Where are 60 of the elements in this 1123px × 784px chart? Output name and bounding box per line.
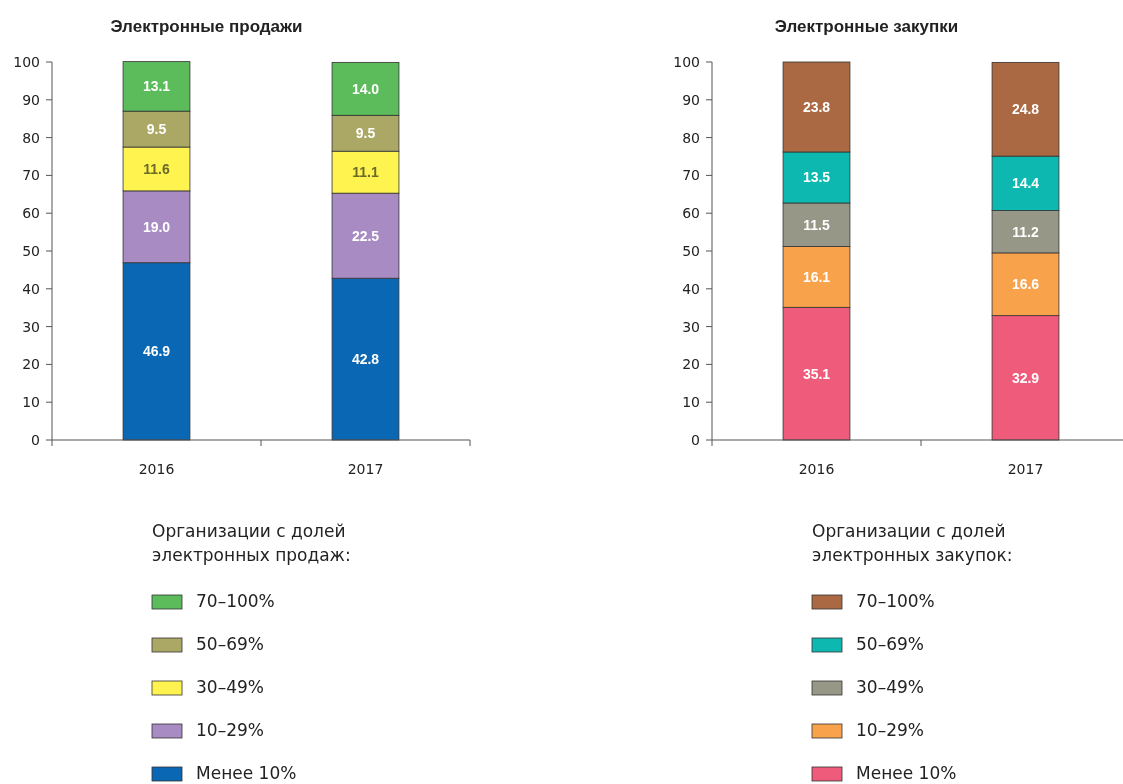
chart-title: Электронные закупки <box>774 17 959 36</box>
y-tick-label: 50 <box>682 242 700 259</box>
y-tick-label: 80 <box>22 129 40 146</box>
y-tick-label: 10 <box>22 394 40 411</box>
data-label: 11.1 <box>352 164 379 181</box>
data-label: 13.1 <box>142 78 171 95</box>
x-tick-label: 2017 <box>1007 461 1044 477</box>
y-tick-label: 40 <box>22 280 40 297</box>
data-label: 9.5 <box>146 121 167 137</box>
y-tick-label: 0 <box>691 431 700 448</box>
legend-label: 10–29% <box>856 720 924 740</box>
data-label: 35.1 <box>802 365 831 382</box>
y-tick-label: 40 <box>682 280 700 297</box>
y-tick-label: 10 <box>682 394 700 411</box>
data-label: 11.2 <box>1012 223 1039 240</box>
y-tick-label: 90 <box>682 91 700 108</box>
x-tick-label: 2016 <box>798 461 835 477</box>
data-label: 14.4 <box>1011 175 1040 192</box>
data-label: 24.8 <box>1011 101 1040 118</box>
y-tick-label: 60 <box>682 205 700 222</box>
legend-title: Организации с долей электронных закупок: <box>812 521 1013 565</box>
legend-label: 70–100% <box>196 591 275 611</box>
y-tick-label: 0 <box>31 431 40 448</box>
chart-title: Электронные продажи <box>110 17 303 36</box>
y-tick-label: 50 <box>22 242 40 259</box>
data-label: 22.5 <box>351 227 380 244</box>
legend-title: Организации с долей электронных продаж: <box>152 521 351 565</box>
data-label: 11.6 <box>143 160 170 177</box>
legend-label: Менее 10% <box>196 763 297 783</box>
y-tick-label: 90 <box>22 91 40 108</box>
legend-label: 30–49% <box>196 677 264 697</box>
data-label: 16.1 <box>802 268 831 285</box>
data-label: 11.5 <box>803 216 830 233</box>
y-tick-label: 30 <box>682 318 700 335</box>
data-label: 14.0 <box>351 80 380 97</box>
x-tick-label: 2016 <box>138 461 175 477</box>
legend-label: 10–29% <box>196 720 264 740</box>
legend-label: Менее 10% <box>856 763 957 783</box>
data-label: 19.0 <box>142 218 171 235</box>
data-label: 13.5 <box>802 169 831 186</box>
legend-label: 30–49% <box>856 677 924 697</box>
legend-label: 50–69% <box>856 634 924 654</box>
y-tick-label: 80 <box>682 129 700 146</box>
y-tick-label: 20 <box>22 356 40 373</box>
y-tick-label: 20 <box>682 356 700 373</box>
y-tick-label: 100 <box>673 53 700 70</box>
x-tick-label: 2017 <box>347 461 384 477</box>
data-label: 42.8 <box>351 351 380 368</box>
data-label: 9.5 <box>355 125 376 142</box>
data-label: 32.9 <box>1011 369 1040 386</box>
legend-label: 50–69% <box>196 634 264 654</box>
y-tick-label: 60 <box>22 205 40 222</box>
y-tick-label: 30 <box>22 318 40 335</box>
y-tick-label: 100 <box>13 53 40 70</box>
y-tick-label: 70 <box>682 167 700 184</box>
y-tick-label: 70 <box>22 167 40 184</box>
data-label: 16.6 <box>1011 276 1040 293</box>
legend-label: 70–100% <box>856 591 935 611</box>
data-label: 46.9 <box>142 343 171 360</box>
data-label: 23.8 <box>802 98 831 115</box>
